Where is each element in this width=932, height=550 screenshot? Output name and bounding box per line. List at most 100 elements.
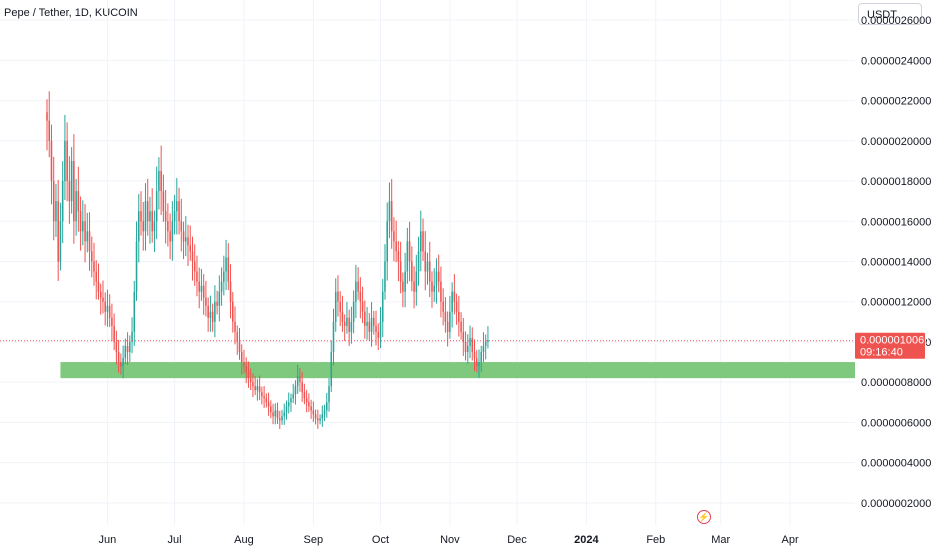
candle-body <box>113 325 115 342</box>
candle <box>126 332 129 365</box>
candle-body <box>207 305 209 318</box>
candle <box>155 166 158 240</box>
candle <box>478 349 480 378</box>
candle <box>70 147 73 214</box>
candle-body <box>263 396 265 399</box>
price-label-box <box>855 332 925 359</box>
candle-body <box>50 140 53 182</box>
candle-body <box>406 241 409 272</box>
candle-body <box>446 321 449 332</box>
candle <box>408 221 411 282</box>
candle-body <box>458 311 460 322</box>
candle-body <box>79 211 82 232</box>
candle-body <box>243 362 245 367</box>
candle <box>169 213 171 260</box>
candle-body <box>480 352 483 363</box>
candle-body <box>350 321 353 332</box>
candle-body <box>178 201 180 222</box>
candle <box>97 263 100 300</box>
x-tick-label: Sep <box>304 534 324 546</box>
candle <box>252 373 254 398</box>
candle <box>346 302 348 334</box>
candle-body <box>218 291 221 306</box>
candle <box>323 404 326 422</box>
price-label-countdown: 09:16:40 <box>860 347 903 359</box>
candle <box>292 383 294 403</box>
candle <box>57 179 59 281</box>
candle <box>68 156 71 224</box>
candle <box>437 254 440 293</box>
candle <box>135 221 138 301</box>
currency-selector[interactable]: USDT <box>858 3 922 25</box>
candle <box>406 227 409 284</box>
candle-body <box>428 261 431 282</box>
candle <box>46 99 48 151</box>
candle-body <box>173 211 176 222</box>
candle <box>424 231 427 291</box>
candle-body <box>278 418 281 421</box>
candle-body <box>133 291 136 332</box>
candle-body <box>252 382 254 387</box>
candle-body <box>444 311 447 322</box>
candle <box>471 327 474 361</box>
candle-body <box>70 160 73 202</box>
candle-body <box>261 392 263 397</box>
candle <box>117 339 120 373</box>
candle <box>142 201 145 251</box>
candle <box>160 145 162 215</box>
candle-body <box>296 376 299 387</box>
candle-body <box>167 221 169 232</box>
candle <box>106 289 109 327</box>
candle <box>411 246 413 292</box>
candle-body <box>57 201 59 262</box>
candle-body <box>66 140 68 182</box>
candle-body <box>227 257 230 282</box>
candle <box>444 297 447 333</box>
candle-body <box>205 297 207 306</box>
candle <box>254 376 256 396</box>
candle-body <box>182 231 185 242</box>
candle <box>267 392 270 416</box>
candle-body <box>216 301 218 306</box>
candle <box>124 338 127 364</box>
candle-body <box>84 221 86 242</box>
candle-body <box>95 271 98 282</box>
candle-body <box>464 341 467 353</box>
candle-body <box>449 311 451 332</box>
candle <box>285 400 288 420</box>
candle-body <box>413 281 415 292</box>
candle <box>435 258 438 304</box>
candle <box>314 409 317 425</box>
candle <box>184 216 187 257</box>
candle-body <box>348 317 350 332</box>
candle <box>283 403 286 425</box>
lightning-bolt-icon[interactable]: ⚡ <box>697 510 711 524</box>
x-tick-label: Aug <box>234 534 254 546</box>
candle-body <box>487 339 489 342</box>
candle-body <box>256 386 259 391</box>
candle-body <box>231 301 234 322</box>
candle <box>294 380 297 405</box>
candle-body <box>225 257 227 272</box>
candle-body <box>198 281 200 292</box>
candle <box>375 310 377 346</box>
candle-body <box>435 271 438 286</box>
candle-body <box>104 301 106 312</box>
x-tick-label: Jun <box>99 534 117 546</box>
candle-body <box>305 398 308 403</box>
candle <box>332 308 335 366</box>
candle <box>278 410 281 429</box>
candle-body <box>308 402 310 407</box>
candle-body <box>287 402 290 407</box>
candle-body <box>276 410 279 419</box>
candle-body <box>267 402 270 407</box>
candle-body <box>209 311 212 318</box>
candle <box>328 378 330 412</box>
candle <box>469 325 471 359</box>
candle <box>258 375 261 401</box>
candle <box>334 278 337 332</box>
candle-body <box>184 237 187 242</box>
candle-body <box>117 352 120 363</box>
time-axis: Jun Jul Aug Sep Oct Nov Dec 2024 Feb Mar Apr <box>99 534 799 546</box>
